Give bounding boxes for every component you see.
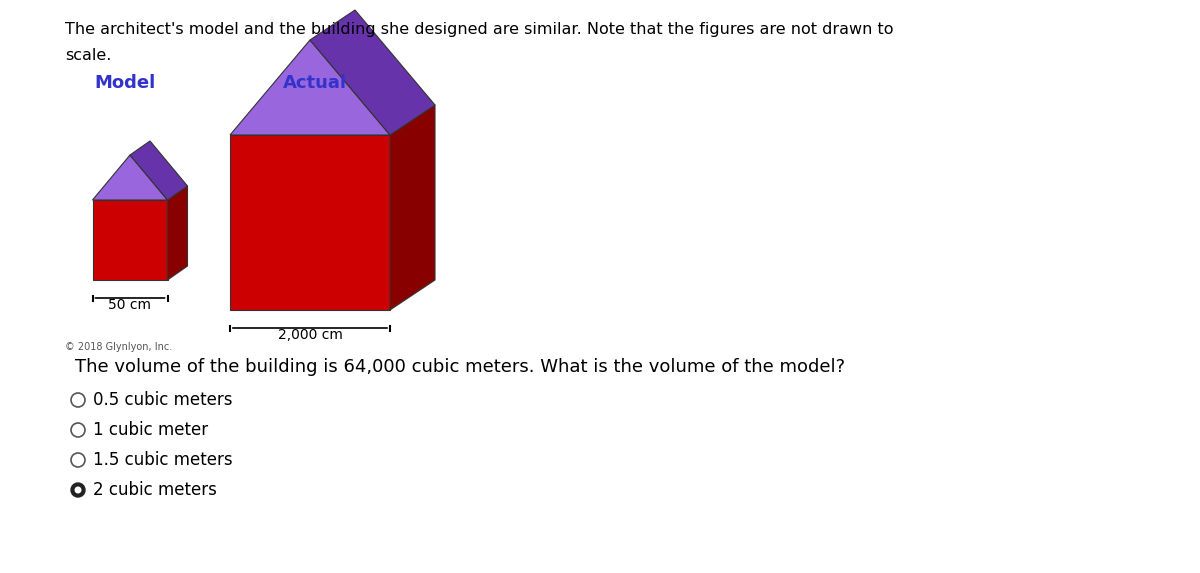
- Text: scale.: scale.: [65, 48, 112, 63]
- Text: 50 cm: 50 cm: [108, 298, 151, 312]
- Polygon shape: [168, 186, 187, 280]
- Text: 0.5 cubic meters: 0.5 cubic meters: [94, 391, 233, 409]
- Text: 1 cubic meter: 1 cubic meter: [94, 421, 208, 439]
- Text: The volume of the building is 64,000 cubic meters. What is the volume of the mod: The volume of the building is 64,000 cub…: [74, 358, 845, 376]
- Polygon shape: [390, 105, 436, 310]
- Text: Actual: Actual: [283, 74, 347, 92]
- Polygon shape: [230, 40, 390, 135]
- Circle shape: [71, 483, 85, 497]
- Text: The architect's model and the building she designed are similar. Note that the f: The architect's model and the building s…: [65, 22, 894, 37]
- Text: 2 cubic meters: 2 cubic meters: [94, 481, 217, 499]
- Polygon shape: [230, 135, 390, 310]
- Text: © 2018 Glynlyon, Inc.: © 2018 Glynlyon, Inc.: [65, 342, 173, 352]
- Polygon shape: [92, 155, 168, 200]
- Text: Model: Model: [95, 74, 156, 92]
- Polygon shape: [92, 200, 168, 280]
- Polygon shape: [130, 141, 187, 200]
- Polygon shape: [310, 10, 436, 135]
- Circle shape: [74, 486, 82, 493]
- Text: 2,000 cm: 2,000 cm: [277, 328, 342, 342]
- Text: 1.5 cubic meters: 1.5 cubic meters: [94, 451, 233, 469]
